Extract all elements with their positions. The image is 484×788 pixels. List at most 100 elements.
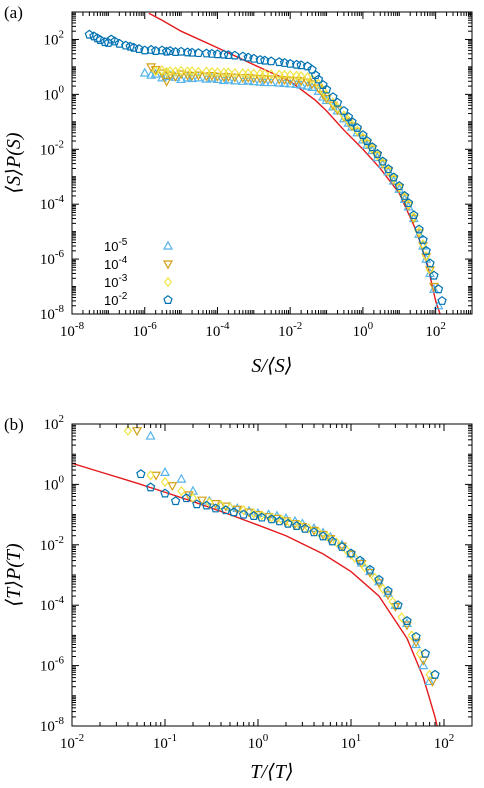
data-point — [248, 74, 259, 84]
data-point — [201, 72, 212, 82]
x-tick-label: 101 — [341, 732, 362, 752]
data-point — [201, 500, 212, 510]
data-point — [266, 56, 276, 66]
data-point — [296, 79, 307, 89]
data-point — [201, 73, 212, 83]
data-point — [255, 76, 266, 86]
data-point — [433, 284, 444, 294]
data-point — [249, 53, 259, 63]
data-point — [327, 536, 338, 546]
data-point — [283, 518, 293, 528]
data-point — [230, 67, 239, 79]
data-point — [296, 77, 307, 87]
data-point — [339, 105, 349, 115]
markers-b — [123, 425, 440, 687]
data-point — [388, 172, 399, 182]
fit-line-a — [148, 12, 441, 314]
y-tick-label: 10-2 — [40, 138, 64, 158]
x-tick-label: 10-2 — [278, 320, 302, 340]
y-tick-label: 10-8 — [40, 715, 65, 735]
data-point — [206, 72, 217, 82]
data-point — [274, 516, 285, 526]
data-point — [291, 78, 302, 89]
series-10-2 — [84, 29, 447, 305]
data-point — [394, 181, 404, 190]
y-axis-label-b: ⟨T⟩P(T) — [3, 543, 25, 607]
data-point — [318, 91, 329, 101]
data-point — [418, 234, 428, 244]
data-point — [187, 72, 198, 82]
y-tick-label: 102 — [44, 413, 65, 433]
data-point — [210, 500, 221, 510]
data-point — [193, 48, 204, 58]
data-point — [425, 258, 435, 268]
data-point — [355, 555, 365, 565]
data-point — [255, 54, 265, 64]
data-point — [352, 122, 362, 132]
data-point — [219, 49, 229, 59]
fit-curve — [72, 462, 438, 726]
data-point — [237, 75, 248, 85]
data-point — [160, 476, 170, 488]
data-point — [300, 523, 310, 533]
data-point — [274, 77, 285, 87]
data-point — [194, 66, 203, 78]
y-axis-label-a: ⟨S⟩P(S) — [3, 132, 25, 193]
data-point — [383, 585, 393, 595]
data-point — [212, 73, 223, 84]
data-point — [162, 66, 171, 78]
data-point — [176, 73, 187, 84]
x-tick-label: 10-2 — [60, 732, 84, 752]
data-point — [146, 63, 157, 73]
data-point — [167, 482, 178, 492]
data-point — [170, 72, 181, 82]
y-tick-label: 10-4 — [40, 594, 65, 614]
data-point — [310, 70, 321, 80]
legend-label: 10-4 — [104, 255, 128, 272]
data-point — [213, 67, 222, 78]
data-point — [229, 507, 239, 517]
y-tick-label: 102 — [44, 28, 65, 48]
data-point — [182, 72, 193, 82]
data-point — [322, 531, 331, 542]
y-tick-label: 10-4 — [40, 193, 65, 213]
data-point — [110, 36, 120, 46]
data-point — [267, 69, 276, 80]
data-point — [243, 75, 254, 85]
data-point — [318, 527, 329, 537]
panel-label-a: (a) — [4, 3, 23, 22]
data-point — [125, 41, 135, 51]
data-point — [140, 45, 150, 55]
y-tick-label: 100 — [44, 83, 65, 103]
x-tick-label: 10-6 — [133, 320, 158, 340]
data-point — [373, 150, 382, 161]
data-point — [131, 427, 143, 437]
data-point — [238, 509, 249, 519]
fit-line-b — [72, 462, 438, 726]
x-tick-label: 100 — [353, 320, 374, 340]
data-point — [259, 75, 270, 85]
data-point — [384, 165, 393, 176]
data-point — [218, 73, 229, 83]
data-point — [210, 503, 221, 513]
panel-a: (a) 10-8 10-6 10-4 10-2 100 10210-810-610-410… — [3, 3, 473, 377]
fit-curve — [148, 12, 441, 314]
data-point — [257, 510, 266, 521]
legend-marker — [163, 276, 173, 288]
data-point — [328, 92, 338, 102]
data-point — [123, 425, 133, 436]
data-point — [139, 67, 150, 77]
data-point — [183, 491, 194, 501]
ticks-a: 10-8 10-6 10-4 10-2 100 10210-810-610-410-210… — [40, 12, 472, 340]
data-point — [302, 80, 313, 90]
data-point — [337, 541, 347, 551]
data-point — [332, 97, 343, 107]
data-point — [263, 513, 274, 523]
x-tick-label: 102 — [425, 320, 446, 340]
legend-label: 10-5 — [104, 237, 128, 254]
data-point — [347, 116, 357, 126]
data-point — [399, 190, 410, 200]
data-point — [303, 72, 312, 83]
data-point — [314, 527, 323, 538]
